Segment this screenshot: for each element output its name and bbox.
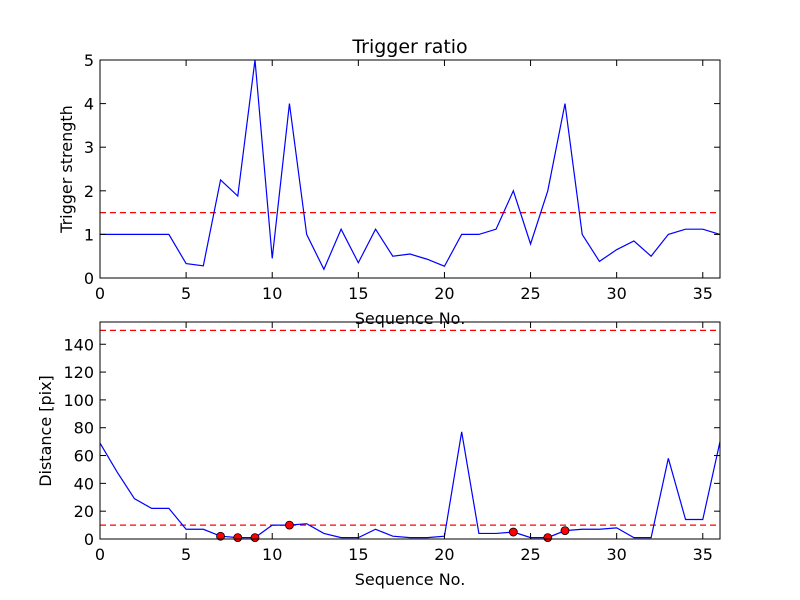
- data-point-marker: [216, 531, 225, 541]
- y-tick-label: 3: [84, 138, 94, 157]
- chart-title: Trigger ratio: [351, 36, 467, 58]
- data-point-marker: [560, 526, 570, 536]
- y-tick-label: 2: [84, 182, 94, 201]
- y-tick-label: 0: [84, 269, 94, 288]
- data-point-marker: [543, 533, 553, 543]
- data-point-marker: [285, 520, 294, 530]
- series-line: [100, 59, 721, 271]
- data-point-marker: [233, 533, 243, 543]
- x-tick-label: 20: [434, 545, 454, 564]
- plot-frame: [99, 321, 721, 540]
- x-tick-label: 35: [693, 284, 713, 303]
- y-tick-label: 20: [74, 502, 94, 521]
- distance-subplot: Sequence No. Distance [pix] 0 5 10 15 20 25 30…: [36, 321, 721, 589]
- plot-frame: [99, 59, 721, 279]
- x-tick-label: 25: [520, 545, 540, 564]
- y-tick-label: 140: [63, 335, 94, 354]
- x-tick-label: 25: [520, 284, 540, 303]
- x-tick-label: 10: [262, 545, 282, 564]
- y-axis-label: Trigger strength: [57, 105, 76, 234]
- x-tick-label: 5: [181, 545, 191, 564]
- x-axis-label: Sequence No.: [355, 309, 466, 328]
- y-axis-label: Distance [pix]: [36, 375, 55, 487]
- y-tick-label: 120: [63, 363, 94, 382]
- y-tick-label: 4: [84, 95, 94, 114]
- y-tick-label: 5: [84, 51, 94, 70]
- trigger-ratio-subplot: Trigger ratio Sequence No. Trigger stren…: [57, 36, 721, 328]
- x-tick-label: 20: [434, 284, 454, 303]
- x-tick-label: 10: [262, 284, 282, 303]
- y-tick-label: 100: [63, 391, 94, 410]
- y-tick-label: 1: [84, 225, 94, 244]
- x-tick-label: 30: [606, 545, 626, 564]
- x-tick-label: 15: [348, 284, 368, 303]
- x-tick-label: 35: [693, 545, 713, 564]
- y-tick-label: 60: [74, 447, 94, 466]
- x-tick-label: 30: [606, 284, 626, 303]
- series-line: [99, 431, 721, 539]
- data-point-marker: [508, 527, 518, 537]
- x-tick-label: 0: [95, 284, 105, 303]
- x-tick-label: 15: [348, 545, 368, 564]
- y-tick-label: 40: [74, 474, 94, 493]
- x-tick-label: 0: [95, 545, 105, 564]
- y-tick-label: 80: [74, 419, 94, 438]
- y-tick-label: 0: [84, 530, 94, 549]
- data-point-marker: [250, 533, 260, 543]
- x-tick-label: 5: [181, 284, 191, 303]
- x-axis-label: Sequence No.: [355, 570, 466, 589]
